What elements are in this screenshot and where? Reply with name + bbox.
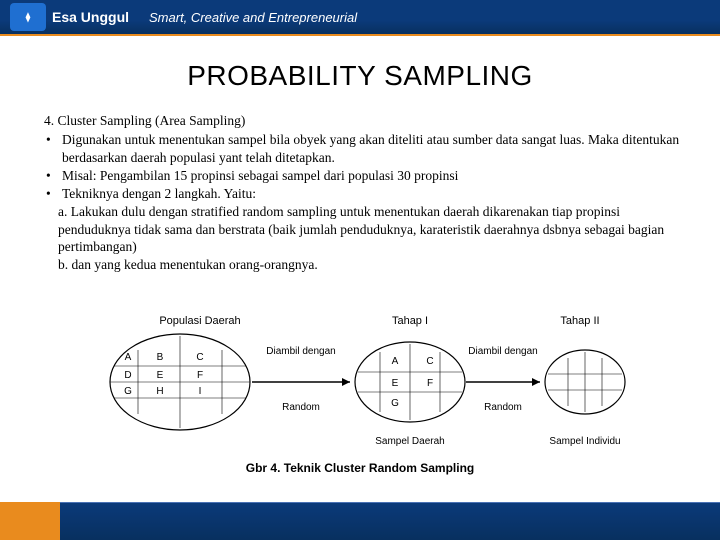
arrow1-label-a: Diambil dengan <box>266 346 336 357</box>
cell: A <box>392 356 399 367</box>
cell: F <box>197 370 203 381</box>
bullet-dot: • <box>44 185 62 202</box>
label-tahap1: Tahap I <box>392 315 428 327</box>
arrow-head-icon <box>342 378 350 386</box>
cell: C <box>196 352 203 363</box>
cell: H <box>156 386 163 397</box>
label-sampel-daerah: Sampel Daerah <box>375 436 444 447</box>
bullet-dot: • <box>44 167 62 184</box>
sub-item-b: b. dan yang kedua menentukan orang-orang… <box>44 256 688 273</box>
header-bar: ⧫ Esa Unggul Smart, Creative and Entrepr… <box>0 0 720 36</box>
footer-main <box>60 502 720 540</box>
arrow-head-icon <box>532 378 540 386</box>
logo-text: Esa Unggul <box>52 9 129 25</box>
sub-item-a: a. Lakukan dulu dengan stratified random… <box>44 203 688 255</box>
cell: B <box>157 352 164 363</box>
cell: D <box>124 370 131 381</box>
arrow2-label-b: Random <box>484 402 522 413</box>
slide-title: PROBABILITY SAMPLING <box>0 60 720 92</box>
cell: I <box>199 386 202 397</box>
tagline: Smart, Creative and Entrepreneurial <box>149 10 357 25</box>
diagram-caption: Gbr 4. Teknik Cluster Random Sampling <box>246 461 475 475</box>
cell: E <box>157 370 164 381</box>
footer-bar <box>0 502 720 540</box>
bullet-dot: • <box>44 131 62 166</box>
label-tahap2: Tahap II <box>560 315 599 327</box>
bullet-text: Misal: Pengambilan 15 propinsi sebagai s… <box>62 167 688 184</box>
cell: G <box>124 386 132 397</box>
label-sampel-individu: Sampel Individu <box>549 436 620 447</box>
bullet-item: • Tekniknya dengan 2 langkah. Yaitu: <box>44 185 688 202</box>
logo-icon: ⧫ <box>10 3 46 31</box>
arrow1-label-b: Random <box>282 402 320 413</box>
bullet-text: Tekniknya dengan 2 langkah. Yaitu: <box>62 185 688 202</box>
bullet-item: • Digunakan untuk menentukan sampel bila… <box>44 131 688 166</box>
cell: E <box>392 378 399 389</box>
bullet-item: • Misal: Pengambilan 15 propinsi sebagai… <box>44 167 688 184</box>
cluster-diagram: Populasi Daerah Tahap I Tahap II A B C D… <box>80 312 640 482</box>
bullet-text: Digunakan untuk menentukan sampel bila o… <box>62 131 688 166</box>
footer-accent <box>0 502 60 540</box>
content-block: 4. Cluster Sampling (Area Sampling) • Di… <box>44 112 688 274</box>
cell: A <box>125 352 132 363</box>
section-heading: 4. Cluster Sampling (Area Sampling) <box>44 112 688 129</box>
arrow2-label-a: Diambil dengan <box>468 346 538 357</box>
cell: C <box>426 356 433 367</box>
cell: F <box>427 378 433 389</box>
label-populasi: Populasi Daerah <box>159 315 240 327</box>
cell: G <box>391 398 399 409</box>
